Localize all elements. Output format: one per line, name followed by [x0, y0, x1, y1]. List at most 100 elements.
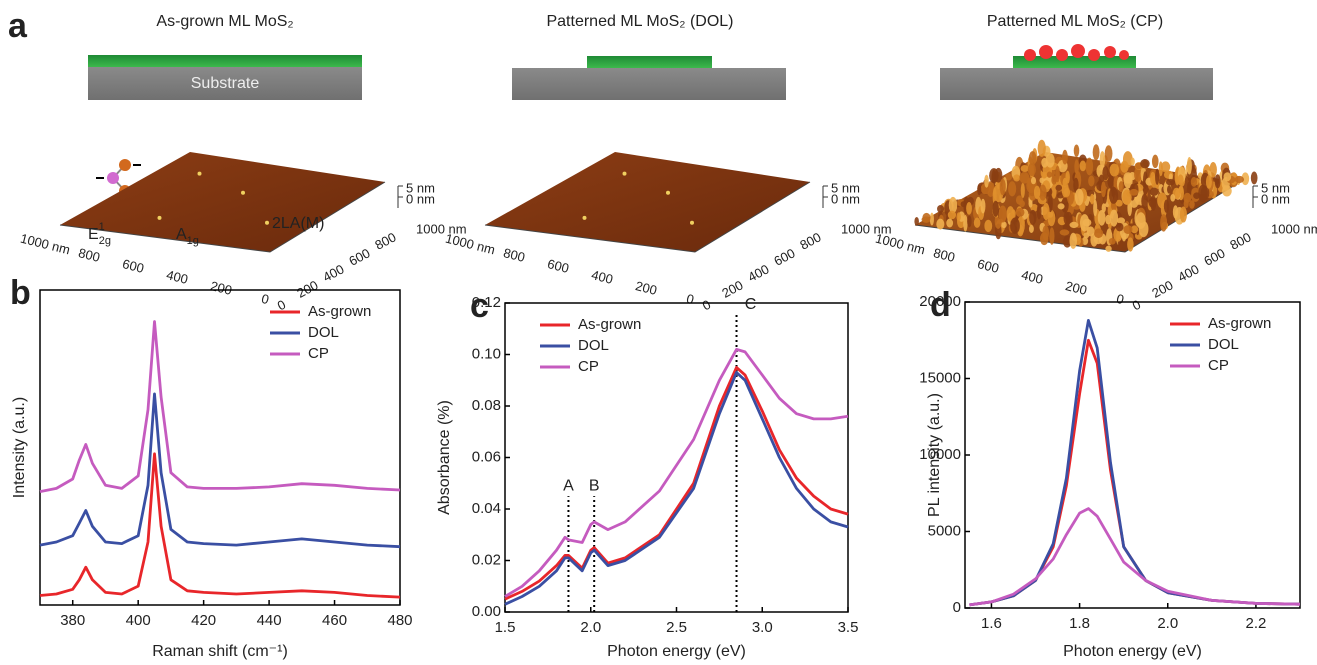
afm-axis-label: 800	[797, 229, 823, 252]
panel-label: c	[470, 287, 489, 325]
afm-grain	[1234, 175, 1245, 184]
z-scale-label: 0 nm	[406, 191, 435, 206]
legend-label: As-grown	[1208, 315, 1271, 332]
afm-axis-label: 400	[745, 261, 771, 284]
afm-grain	[1038, 184, 1047, 201]
afm-grain	[1033, 185, 1041, 200]
series-line	[39, 320, 401, 493]
afm-grain	[1051, 181, 1057, 199]
afm-axis-label: 800	[372, 229, 398, 252]
afm-grain	[1198, 184, 1208, 203]
afm-particle	[157, 215, 162, 220]
x-tick-label: 1.6	[981, 615, 1002, 632]
peak-label-sup: 1	[99, 221, 105, 233]
afm-grain	[1042, 202, 1050, 221]
afm-grain	[1015, 207, 1025, 217]
afm-grain	[1099, 151, 1106, 168]
afm-grain	[1065, 170, 1070, 184]
afm-grain	[1205, 174, 1212, 189]
y-tick-label: 0	[953, 599, 961, 616]
afm-grain	[1241, 172, 1250, 186]
afm-grain	[1160, 161, 1171, 173]
afm-axis-label: 600	[546, 256, 571, 276]
afm-grain	[1115, 222, 1124, 232]
marker-label: A	[563, 477, 574, 494]
panel-label: d	[930, 286, 951, 324]
afm-axis-label: 600	[121, 256, 146, 276]
z-scale-label: 5 nm	[831, 180, 860, 195]
afm-edge	[484, 181, 811, 253]
x-tick-label: 2.0	[580, 619, 601, 636]
y-axis-title: PL intensity (a.u.)	[926, 393, 943, 517]
afm-axis-label: 400	[165, 267, 190, 287]
afm-grain	[1129, 188, 1139, 196]
afm-grain	[960, 201, 967, 208]
afm-grain	[1109, 163, 1120, 177]
series-line	[504, 366, 849, 601]
substrate-label: Substrate	[191, 75, 260, 92]
afm-grain	[980, 198, 986, 214]
afm-axis-label: 1000 nm	[1271, 221, 1317, 236]
afm-grain	[1028, 224, 1034, 233]
afm-grain	[1082, 218, 1092, 227]
afm-grain	[1123, 225, 1133, 234]
afm-axis-label: 0	[700, 297, 713, 314]
afm-axis-label: 200	[209, 278, 234, 298]
sample-title: Patterned ML MoS₂ (CP)	[987, 13, 1163, 30]
afm-grain	[1170, 194, 1176, 202]
x-tick-label: 1.5	[495, 619, 516, 636]
y-tick-label: 10000	[919, 446, 961, 463]
afm-grain	[992, 200, 999, 217]
legend-label: DOL	[308, 324, 339, 341]
afm-grain	[1141, 193, 1148, 209]
afm-axis-label: 1000 nm	[416, 221, 467, 236]
afm-grain	[1167, 185, 1172, 194]
afm-grain	[929, 212, 934, 226]
afm-grain	[1005, 173, 1012, 181]
afm-grain	[1085, 157, 1094, 176]
afm-grain	[1061, 197, 1069, 213]
series-line	[504, 348, 849, 598]
z-scale-label: 0 nm	[831, 191, 860, 206]
afm-grain	[1108, 186, 1119, 204]
afm-axis-label: 1000 nm	[874, 231, 927, 258]
peak-label-base: A	[176, 226, 187, 243]
y-tick-label: 0.12	[472, 294, 501, 311]
series-line	[969, 507, 1301, 607]
afm-grain	[1140, 158, 1150, 169]
marker-label: B	[589, 477, 600, 494]
x-axis-title: Photon energy (eV)	[1063, 643, 1202, 660]
afm-grain	[1117, 217, 1126, 224]
afm-grain	[1079, 160, 1087, 172]
plot-frame	[39, 289, 401, 606]
afm-edge	[914, 181, 1241, 253]
afm-axis-label: 400	[320, 261, 346, 284]
afm-grain	[1030, 176, 1037, 185]
afm-grain	[1074, 159, 1079, 175]
afm-grain	[1073, 144, 1080, 157]
x-tick-label: 480	[387, 612, 412, 629]
afm-grain	[1062, 235, 1072, 248]
afm-grain	[1120, 160, 1129, 173]
afm-axis-label: 600	[771, 245, 797, 268]
afm-grain	[1136, 212, 1146, 229]
afm-particle	[197, 171, 202, 176]
legend-label: DOL	[578, 337, 609, 354]
afm-grain	[1045, 153, 1055, 168]
x-tick-label: 460	[322, 612, 347, 629]
afm-surface	[485, 152, 810, 252]
afm-particle	[582, 215, 587, 220]
x-tick-label: 1.8	[1069, 615, 1090, 632]
afm-surface	[60, 152, 385, 252]
afm-grain	[947, 210, 957, 220]
afm-grain	[1019, 171, 1030, 184]
x-axis-title: Photon energy (eV)	[607, 643, 746, 660]
afm-grain	[1093, 228, 1104, 239]
afm-particle	[666, 190, 670, 195]
afm-grain	[977, 184, 982, 196]
afm-grain	[1115, 199, 1123, 207]
x-tick-label: 2.0	[1157, 615, 1178, 632]
afm-grain	[1019, 200, 1025, 208]
afm-axis-label: 800	[932, 245, 957, 265]
afm-grain	[1063, 211, 1070, 225]
